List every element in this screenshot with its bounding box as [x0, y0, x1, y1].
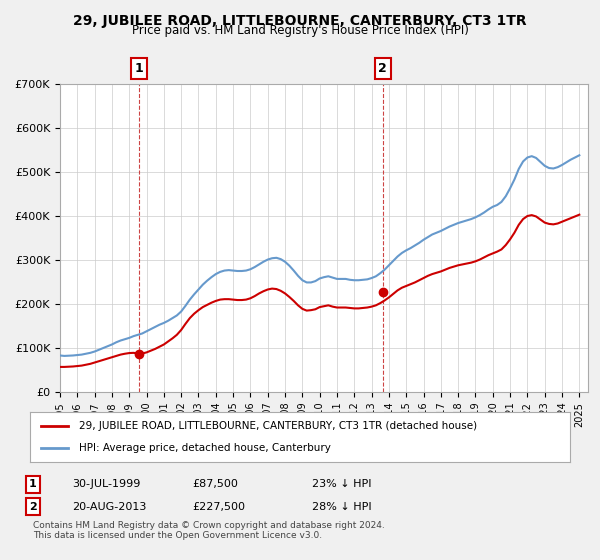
- Text: HPI: Average price, detached house, Canterbury: HPI: Average price, detached house, Cant…: [79, 443, 331, 453]
- Text: Contains HM Land Registry data © Crown copyright and database right 2024.
This d: Contains HM Land Registry data © Crown c…: [33, 521, 385, 540]
- Text: 28% ↓ HPI: 28% ↓ HPI: [312, 502, 371, 512]
- Text: 2: 2: [29, 502, 37, 512]
- Text: Price paid vs. HM Land Registry's House Price Index (HPI): Price paid vs. HM Land Registry's House …: [131, 24, 469, 37]
- Text: 29, JUBILEE ROAD, LITTLEBOURNE, CANTERBURY, CT3 1TR: 29, JUBILEE ROAD, LITTLEBOURNE, CANTERBU…: [73, 14, 527, 28]
- Text: £87,500: £87,500: [192, 479, 238, 489]
- Text: 1: 1: [135, 62, 143, 74]
- Text: 23% ↓ HPI: 23% ↓ HPI: [312, 479, 371, 489]
- Text: 20-AUG-2013: 20-AUG-2013: [72, 502, 146, 512]
- Text: 30-JUL-1999: 30-JUL-1999: [72, 479, 140, 489]
- Text: 2: 2: [379, 62, 387, 74]
- Text: 29, JUBILEE ROAD, LITTLEBOURNE, CANTERBURY, CT3 1TR (detached house): 29, JUBILEE ROAD, LITTLEBOURNE, CANTERBU…: [79, 421, 477, 431]
- Text: £227,500: £227,500: [192, 502, 245, 512]
- Text: 1: 1: [29, 479, 37, 489]
